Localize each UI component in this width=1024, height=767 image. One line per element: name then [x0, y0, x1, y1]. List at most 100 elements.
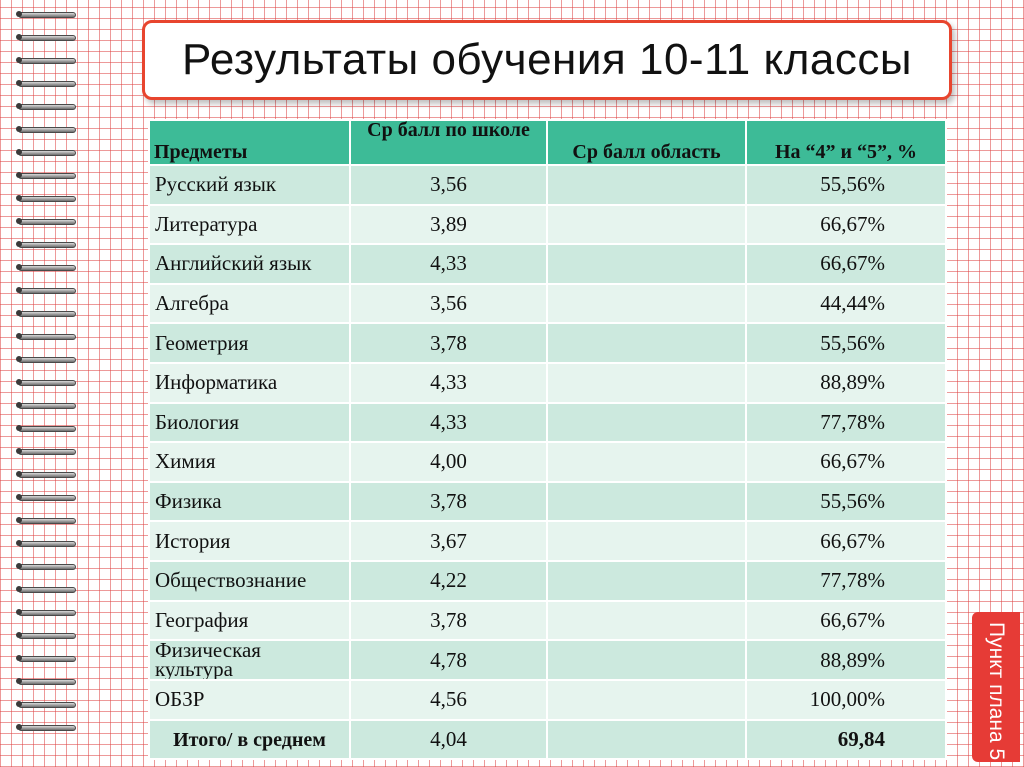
cell-subject: Русский язык: [148, 164, 351, 206]
cell-region-avg: [546, 203, 747, 246]
spiral-ring: [16, 448, 76, 455]
cell-region-avg: [546, 639, 747, 682]
spiral-ring: [16, 540, 76, 547]
cell-region-avg: [546, 679, 747, 721]
spiral-ring: [16, 356, 76, 363]
spiral-ring: [16, 287, 76, 294]
spiral-ring: [16, 34, 76, 41]
plan-item-label: Пункт плана 5: [985, 622, 1008, 761]
spiral-ring: [16, 57, 76, 64]
table-row: ОБЗР 4,56 100,00%: [148, 679, 947, 721]
cell-school-avg: 4,33: [349, 401, 548, 444]
cell-subject: ОБЗР: [148, 679, 351, 721]
cell-school-avg: 4,56: [349, 679, 548, 721]
cell-pct: 77,78%: [745, 559, 947, 602]
table-row: Обществознание 4,22 77,78%: [148, 559, 947, 602]
cell-region-avg: [546, 599, 747, 642]
spiral-ring: [16, 310, 76, 317]
cell-pct: 55,56%: [745, 164, 947, 206]
spiral-ring: [16, 379, 76, 386]
table-row: Физическая культура 4,78 88,89%: [148, 639, 947, 682]
spiral-ring: [16, 586, 76, 593]
cell-region-avg: [546, 559, 747, 602]
table-row: Русский язык 3,56 55,56%: [148, 164, 947, 206]
cell-pct: 66,67%: [745, 441, 947, 483]
spiral-ring: [16, 126, 76, 133]
table-row: Литература 3,89 66,67%: [148, 203, 947, 246]
cell-school-avg: 3,56: [349, 282, 548, 325]
spiral-ring: [16, 632, 76, 639]
cell-subject: Английский язык: [148, 243, 351, 285]
cell-school-avg: 3,89: [349, 203, 548, 246]
cell-pct: 66,67%: [745, 243, 947, 285]
spiral-ring: [16, 80, 76, 87]
total-cell-subject: Итого/ в среднем: [148, 718, 351, 761]
table-row: История 3,67 66,67%: [148, 520, 947, 562]
cell-pct: 88,89%: [745, 361, 947, 404]
table-row: Алгебра 3,56 44,44%: [148, 282, 947, 325]
spiral-ring: [16, 425, 76, 432]
spiral-ring: [16, 471, 76, 478]
cell-school-avg: 4,00: [349, 441, 548, 483]
spiral-ring: [16, 333, 76, 340]
table-row: Биология 4,33 77,78%: [148, 401, 947, 444]
spiral-ring: [16, 655, 76, 662]
spiral-ring: [16, 517, 76, 524]
table-header-row: Предметы Ср балл по школе Ср балл област…: [148, 119, 947, 166]
slide-title: Результаты обучения 10-11 классы: [182, 35, 912, 84]
cell-region-avg: [546, 441, 747, 483]
spiral-ring: [16, 701, 76, 708]
header-pct: На “4” и “5”, %: [745, 119, 947, 166]
table-row: География 3,78 66,67%: [148, 599, 947, 642]
cell-school-avg: 3,67: [349, 520, 548, 562]
cell-subject: Алгебра: [148, 282, 351, 325]
table-row: Информатика 4,33 88,89%: [148, 361, 947, 404]
spiral-ring: [16, 218, 76, 225]
cell-subject: География: [148, 599, 351, 642]
total-cell-pct: 69,84: [745, 718, 947, 761]
total-cell-school-avg: 4,04: [349, 718, 548, 761]
spiral-ring: [16, 563, 76, 570]
header-school-avg: Ср балл по школе: [349, 119, 548, 166]
total-row: Итого/ в среднем 4,04 69,84: [148, 718, 947, 761]
title-box: Результаты обучения 10-11 классы: [142, 20, 952, 100]
cell-pct: 55,56%: [745, 480, 947, 523]
cell-subject: Биология: [148, 401, 351, 444]
cell-region-avg: [546, 243, 747, 285]
cell-school-avg: 3,78: [349, 480, 548, 523]
cell-subject: Обществознание: [148, 559, 351, 602]
cell-pct: 100,00%: [745, 679, 947, 721]
cell-subject: Физика: [148, 480, 351, 523]
cell-region-avg: [546, 282, 747, 325]
spiral-ring: [16, 678, 76, 685]
cell-region-avg: [546, 480, 747, 523]
header-region-avg: Ср балл область: [546, 119, 747, 166]
cell-region-avg: [546, 520, 747, 562]
cell-subject: История: [148, 520, 351, 562]
table-row: Химия 4,00 66,67%: [148, 441, 947, 483]
cell-region-avg: [546, 401, 747, 444]
header-subjects: Предметы: [148, 119, 351, 166]
results-table: Предметы Ср балл по школе Ср балл област…: [148, 119, 947, 761]
cell-subject: Информатика: [148, 361, 351, 404]
spiral-ring: [16, 195, 76, 202]
spiral-ring: [16, 264, 76, 271]
cell-school-avg: 4,33: [349, 243, 548, 285]
table-row: Геометрия 3,78 55,56%: [148, 322, 947, 364]
cell-pct: 66,67%: [745, 203, 947, 246]
spiral-ring: [16, 724, 76, 731]
table-row: Английский язык 4,33 66,67%: [148, 243, 947, 285]
cell-pct: 88,89%: [745, 639, 947, 682]
spiral-ring: [16, 149, 76, 156]
cell-school-avg: 4,22: [349, 559, 548, 602]
cell-school-avg: 3,78: [349, 599, 548, 642]
cell-subject: Физическая культура: [148, 639, 351, 682]
spiral-ring: [16, 402, 76, 409]
cell-subject: Геометрия: [148, 322, 351, 364]
cell-region-avg: [546, 322, 747, 364]
cell-school-avg: 3,78: [349, 322, 548, 364]
plan-item-badge: Пункт плана 5: [972, 612, 1020, 762]
cell-school-avg: 4,78: [349, 639, 548, 682]
spiral-ring: [16, 241, 76, 248]
spiral-ring: [16, 494, 76, 501]
